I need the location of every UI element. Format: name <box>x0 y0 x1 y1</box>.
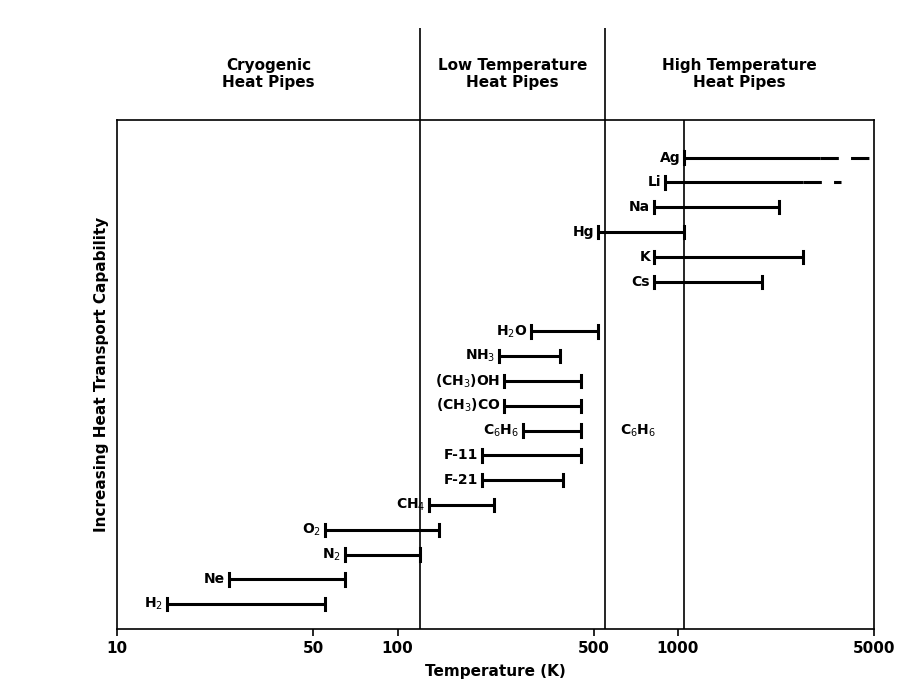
Y-axis label: Increasing Heat Transport Capability: Increasing Heat Transport Capability <box>94 217 109 533</box>
Text: H$_2$O: H$_2$O <box>496 323 528 340</box>
Text: N$_2$: N$_2$ <box>323 547 341 563</box>
Text: CH$_4$: CH$_4$ <box>396 497 426 513</box>
Text: F-21: F-21 <box>444 473 478 487</box>
Text: F-11: F-11 <box>444 449 478 463</box>
X-axis label: Temperature (K): Temperature (K) <box>425 664 566 679</box>
Text: C$_6$H$_6$: C$_6$H$_6$ <box>620 422 656 439</box>
Text: (CH$_3$)OH: (CH$_3$)OH <box>435 373 500 389</box>
Text: High Temperature
Heat Pipes: High Temperature Heat Pipes <box>662 58 817 90</box>
Text: (CH$_3$)CO: (CH$_3$)CO <box>436 397 500 415</box>
Text: K: K <box>640 250 651 264</box>
Text: Ag: Ag <box>660 151 680 165</box>
Text: Low Temperature
Heat Pipes: Low Temperature Heat Pipes <box>438 58 587 90</box>
Text: NH$_3$: NH$_3$ <box>465 348 496 364</box>
Text: O$_2$: O$_2$ <box>302 521 321 538</box>
Text: C$_6$H$_6$: C$_6$H$_6$ <box>483 422 519 439</box>
Text: Li: Li <box>648 175 661 189</box>
Text: H$_2$: H$_2$ <box>144 596 163 612</box>
Text: Ne: Ne <box>204 572 225 586</box>
Text: Cs: Cs <box>632 275 651 289</box>
Text: Cryogenic
Heat Pipes: Cryogenic Heat Pipes <box>223 58 314 90</box>
Text: Na: Na <box>629 201 651 215</box>
Text: Hg: Hg <box>573 225 595 239</box>
